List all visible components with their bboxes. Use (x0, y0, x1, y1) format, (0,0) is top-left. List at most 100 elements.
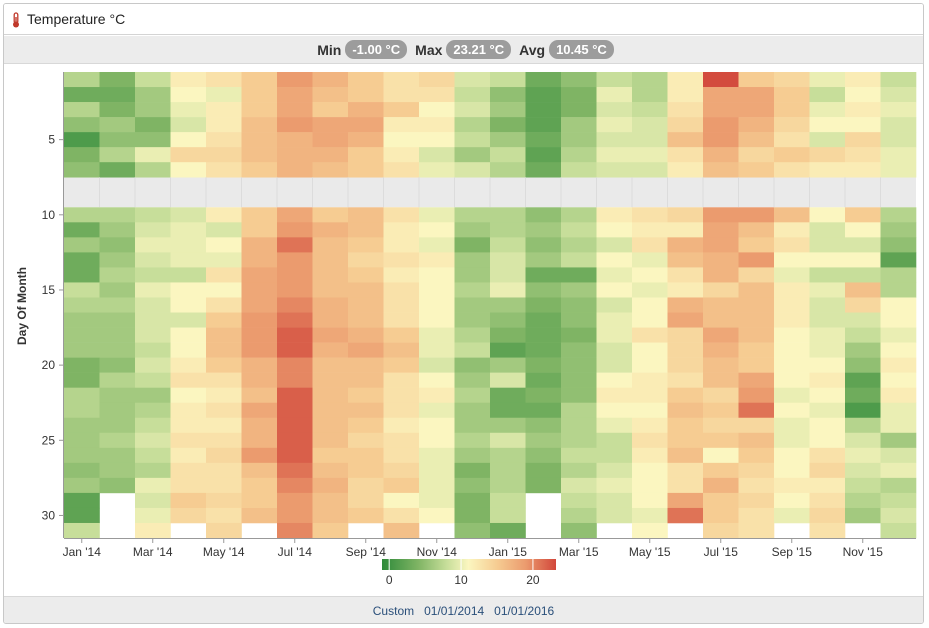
heatmap-cell (241, 342, 278, 358)
heatmap-cell (99, 477, 136, 494)
x-tick-label: Jan '14 (63, 545, 102, 559)
heatmap-cell (206, 477, 242, 494)
heatmap-cell (64, 357, 100, 373)
heatmap-cell (277, 117, 313, 133)
heatmap-cell (348, 357, 384, 373)
heatmap-cell (525, 147, 562, 163)
heatmap-cell (845, 432, 881, 449)
heatmap-cell (632, 357, 668, 373)
range-mode[interactable]: Custom (372, 604, 415, 618)
heatmap-cell (135, 132, 171, 148)
heatmap-cell (845, 267, 881, 283)
heatmap-cell (738, 297, 775, 313)
heatmap-cell (809, 492, 846, 509)
heatmap-cell (99, 72, 136, 88)
heatmap-cell (703, 237, 739, 253)
heatmap-cell (241, 357, 278, 373)
heatmap-cell (99, 87, 136, 103)
heatmap-cell (206, 162, 242, 178)
heatmap-cell (703, 492, 739, 509)
heatmap-cell (64, 522, 100, 539)
heatmap-cell (454, 72, 491, 88)
heatmap-cell (561, 117, 597, 133)
heatmap-cell (525, 417, 562, 434)
heatmap-cell (454, 87, 491, 103)
heatmap-cell (561, 402, 597, 419)
heatmap-cell (490, 462, 526, 479)
heatmap-cell (774, 417, 810, 434)
heatmap-cell (738, 477, 775, 494)
heatmap-cell (348, 342, 384, 358)
heatmap-cell (206, 492, 242, 509)
heatmap-cell (525, 132, 562, 148)
heatmap-cell (170, 87, 207, 103)
heatmap-cell (277, 462, 313, 479)
end-date[interactable]: 01/01/2016 (494, 604, 555, 618)
heatmap-cell (809, 162, 846, 178)
heatmap-cell (241, 237, 278, 253)
heatmap-cell (170, 357, 207, 373)
heatmap-cell (419, 492, 455, 509)
heatmap-cell (277, 477, 313, 494)
heatmap-cell (561, 372, 597, 388)
heatmap-cell (241, 432, 278, 449)
heatmap-cell (206, 267, 242, 283)
start-date[interactable]: 01/01/2014 (424, 604, 485, 618)
heatmap-cell (738, 162, 775, 178)
heatmap-cell (241, 252, 278, 268)
heatmap-cell (277, 132, 313, 148)
heatmap-cell (454, 387, 491, 404)
heatmap-cell (845, 372, 881, 388)
heatmap-cell (170, 477, 207, 494)
heatmap-cell (419, 372, 455, 388)
heatmap-cell (241, 87, 278, 103)
heatmap-cell (703, 327, 739, 343)
y-tick-label: 25 (42, 433, 56, 447)
heatmap-cell (99, 357, 136, 373)
heatmap-cell (809, 87, 846, 103)
heatmap-cell (64, 102, 100, 118)
heatmap-cell (561, 222, 597, 238)
heatmap-cell (241, 312, 278, 328)
heatmap-cell (809, 417, 846, 434)
heatmap-cell (383, 207, 420, 223)
heatmap-cell (490, 162, 526, 178)
heatmap-cell (809, 297, 846, 313)
heatmap-cell (454, 492, 491, 509)
heatmap-cell (454, 207, 491, 223)
heatmap-cell (277, 417, 313, 434)
heatmap-cell (241, 477, 278, 494)
heatmap-cell (632, 252, 668, 268)
heatmap-cell (632, 417, 668, 434)
heatmap-cell (277, 297, 313, 313)
heatmap-cell (277, 387, 313, 404)
heatmap-cell (561, 522, 597, 539)
heatmap-cell (880, 117, 917, 133)
heatmap-cell (383, 87, 420, 103)
heatmap-cell (809, 342, 846, 358)
heatmap-cell (703, 132, 739, 148)
heatmap-cell (241, 162, 278, 178)
heatmap-cell (312, 522, 349, 539)
heatmap-cell (206, 357, 242, 373)
heatmap-cell (419, 462, 455, 479)
heatmap-cell (454, 462, 491, 479)
heatmap-cell (596, 252, 633, 268)
heatmap-cell (135, 507, 171, 524)
heatmap-cell (241, 417, 278, 434)
heatmap-cell (419, 132, 455, 148)
heatmap-cell (241, 462, 278, 479)
heatmap-cell (703, 207, 739, 223)
heatmap-cell (632, 462, 668, 479)
heatmap-cell (135, 417, 171, 434)
heatmap-cell (241, 72, 278, 88)
heatmap-cell (561, 342, 597, 358)
heatmap-cell (880, 447, 917, 464)
heatmap-cell (738, 102, 775, 118)
heatmap-cell (64, 297, 100, 313)
heatmap-cell (809, 387, 846, 404)
heatmap-cell (596, 207, 633, 223)
heatmap-cell (525, 477, 562, 494)
y-tick-label: 30 (42, 508, 56, 522)
heatmap-cell (170, 492, 207, 509)
